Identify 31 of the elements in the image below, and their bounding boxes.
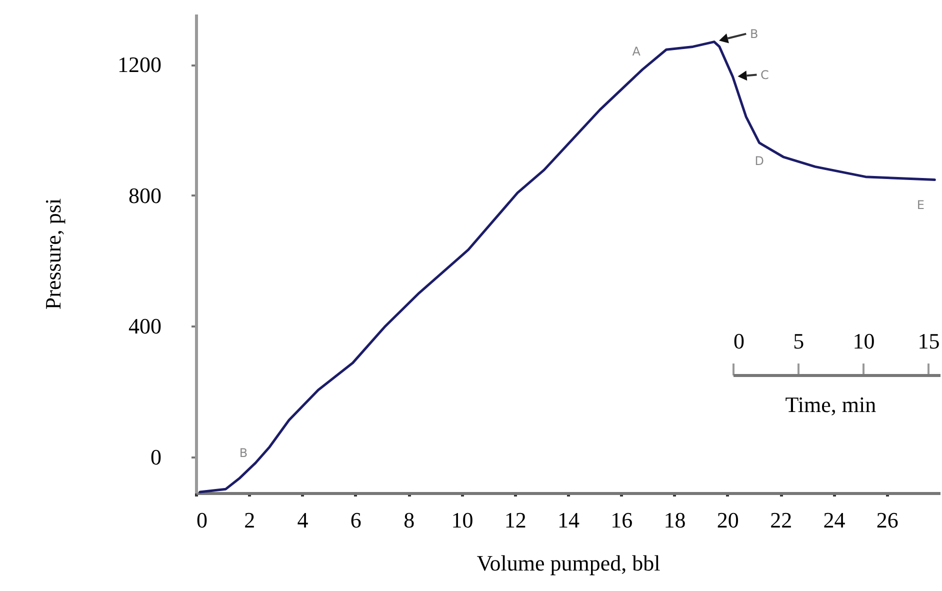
annotation: A <box>632 44 642 59</box>
x-tick-label: 6 <box>350 508 362 532</box>
x-tick-label: 2 <box>244 508 256 532</box>
y-tick-label: 0 <box>150 444 162 470</box>
y-axis-title: Pressure, psi <box>40 198 66 310</box>
x2-tick-label: 15 <box>918 328 940 354</box>
x-tick-label: 16 <box>610 508 633 532</box>
y-tick-label: 800 <box>128 182 162 208</box>
x-tick-label: 12 <box>504 508 526 532</box>
annotation: E <box>916 198 924 212</box>
x-tick-label: 22 <box>770 508 792 532</box>
x2-tick-label: 0 <box>734 328 744 354</box>
x-tick-label: 20 <box>716 508 739 532</box>
x-axis-title: Volume pumped, bbl <box>476 550 660 576</box>
x2-tick-label: 10 <box>852 328 875 354</box>
x-tick-label: 24 <box>823 508 846 532</box>
annotation: D <box>754 154 764 168</box>
annotation: B <box>239 446 248 460</box>
annotation: B <box>750 26 758 41</box>
x-tick-label: 10 <box>451 508 474 532</box>
x-tick-label: 4 <box>297 508 308 532</box>
x-tick-label: 26 <box>876 508 898 532</box>
y-tick-label: 1200 <box>118 52 162 78</box>
x2-axis-title: Time, min <box>785 392 876 417</box>
x2-tick-label: 5 <box>793 328 804 354</box>
x-tick-label: 8 <box>404 508 415 532</box>
y-tick-label: 400 <box>128 314 162 339</box>
x-tick-label: 18 <box>664 508 686 532</box>
x-tick-label: 14 <box>558 508 580 532</box>
annotation: C <box>760 68 769 82</box>
x-tick-label: 0 <box>196 508 208 532</box>
